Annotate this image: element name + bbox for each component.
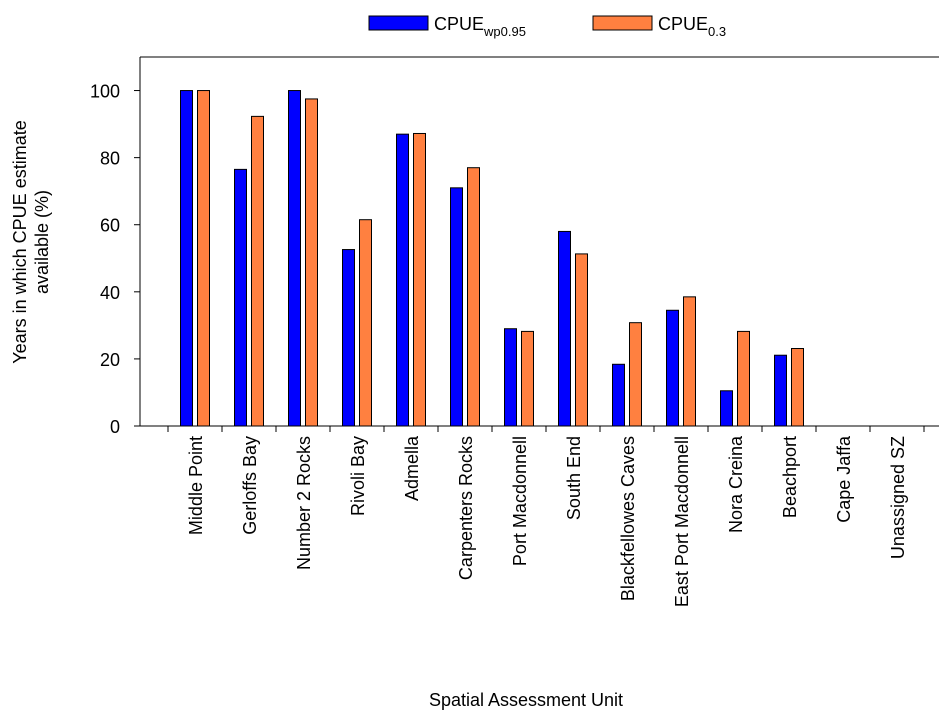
bar (197, 90, 210, 427)
y-tick-label: 100 (90, 82, 120, 102)
legend-name: CPUE (658, 14, 708, 34)
bar (180, 90, 193, 427)
y-axis-title: Years in which CPUE estimate (10, 120, 30, 363)
bar (413, 132, 426, 427)
legend-label: CPUEwp0.95 (434, 14, 526, 39)
bar (234, 168, 247, 427)
bar (666, 309, 679, 427)
bar (612, 363, 625, 427)
bar (774, 354, 787, 427)
y-tick-label: 80 (100, 149, 120, 169)
x-tick-label: Gerloffs Bay (240, 436, 260, 535)
x-tick-label: Unassigned SZ (888, 436, 908, 559)
legend-swatch (592, 15, 653, 31)
legend-swatch (368, 15, 429, 31)
bar (791, 348, 804, 427)
x-tick-label: Port Macdonnell (510, 436, 530, 566)
y-axis-title: available (%) (32, 190, 52, 294)
bar (737, 330, 750, 427)
x-tick-label: Number 2 Rocks (294, 436, 314, 570)
bar (720, 390, 733, 427)
y-tick-label: 60 (100, 216, 120, 236)
bar (251, 115, 264, 427)
y-tick-label: 0 (110, 417, 120, 437)
bar (504, 328, 517, 427)
x-tick-label: Cape Jaffa (834, 435, 854, 523)
bar (359, 219, 372, 427)
bar (305, 98, 318, 427)
bar (629, 322, 642, 427)
legend-subscript: wp0.95 (483, 24, 526, 39)
y-tick-label: 40 (100, 283, 120, 303)
bar (467, 167, 480, 427)
bar (396, 133, 409, 427)
bar (558, 230, 571, 427)
x-tick-label: Admella (402, 435, 422, 501)
legend-subscript: 0.3 (708, 24, 726, 39)
bar (450, 187, 463, 427)
x-tick-label: Middle Point (186, 436, 206, 535)
x-tick-label: Carpenters Rocks (456, 436, 476, 580)
x-tick-label: Nora Creina (726, 435, 746, 533)
y-tick-label: 20 (100, 350, 120, 370)
x-tick-label: South End (564, 436, 584, 520)
x-axis-title: Spatial Assessment Unit (429, 690, 623, 710)
bar (521, 330, 534, 427)
x-tick-label: Beachport (780, 436, 800, 518)
bar (683, 296, 696, 427)
x-tick-label: East Port Macdonnell (672, 436, 692, 607)
bar (288, 90, 301, 427)
x-tick-label: Rivoli Bay (348, 436, 368, 516)
bar (342, 249, 355, 427)
legend-label: CPUE0.3 (658, 14, 726, 39)
x-tick-label: Blackfellowes Caves (618, 436, 638, 601)
legend-name: CPUE (434, 14, 484, 34)
bar (575, 253, 588, 427)
